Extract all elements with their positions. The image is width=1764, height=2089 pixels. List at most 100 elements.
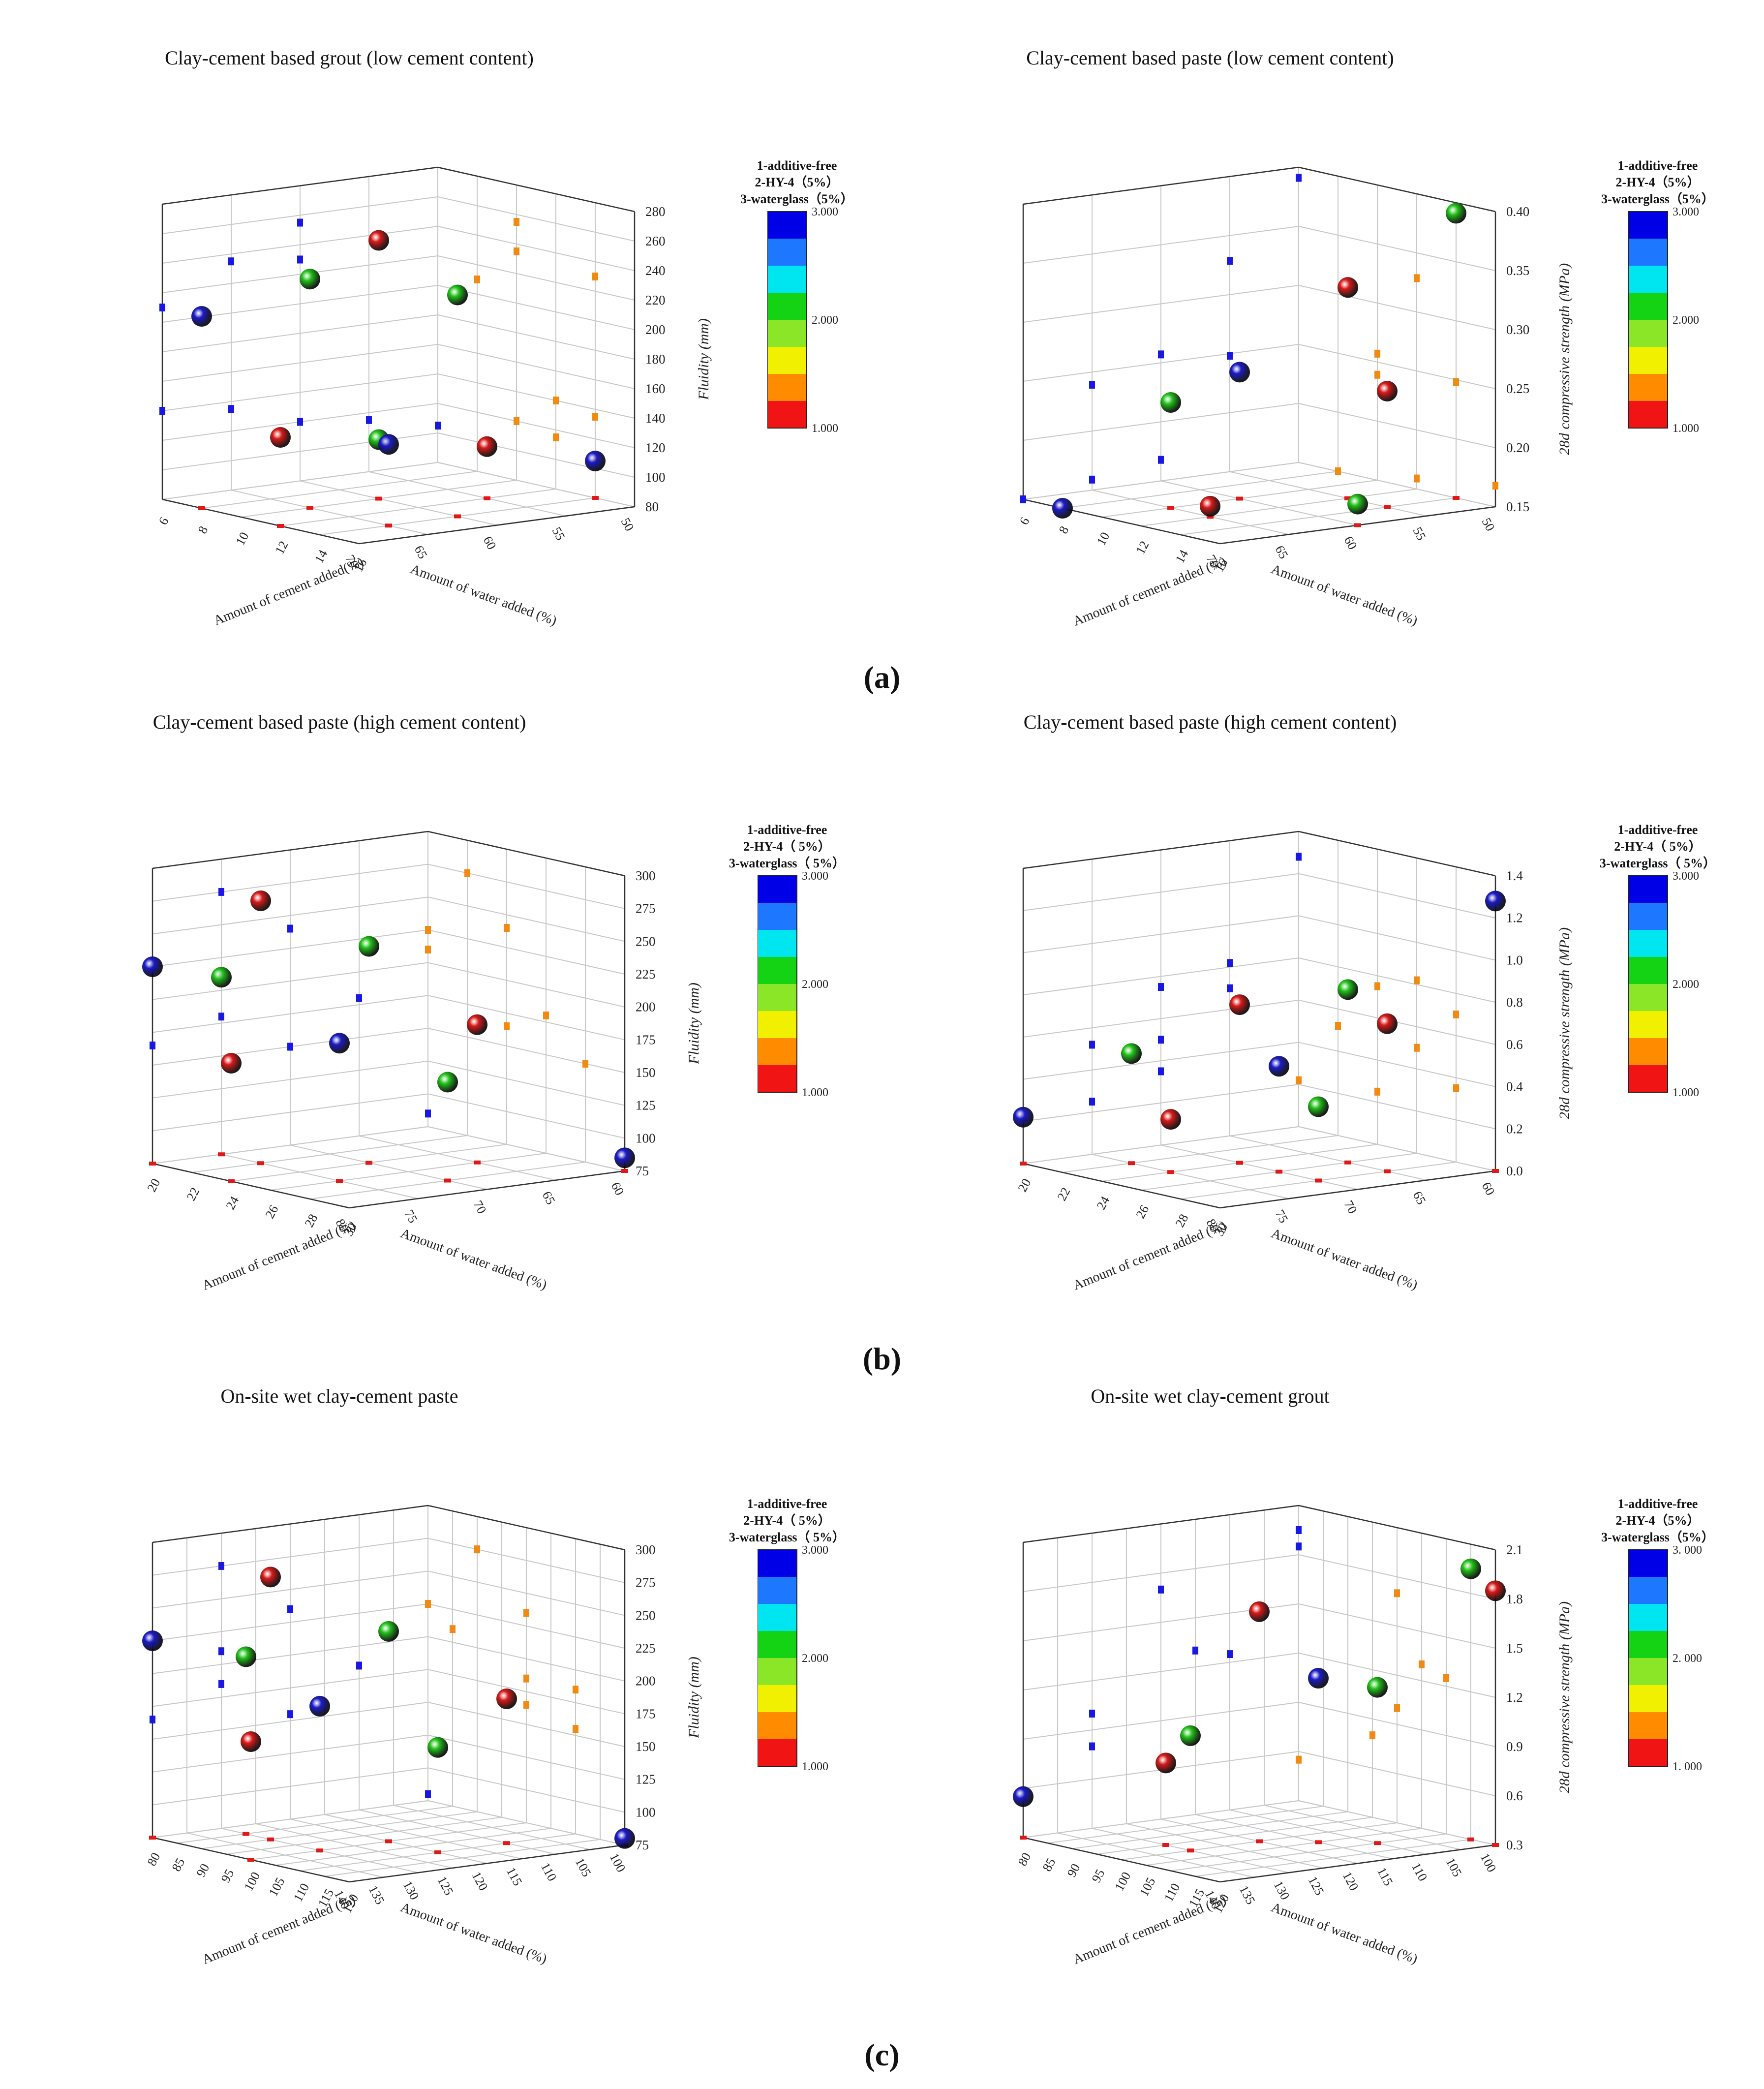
wall-grid-line: [427, 1028, 625, 1073]
z-tick-label: 2.1: [1506, 1542, 1523, 1557]
floor-projection-mark: [228, 1179, 235, 1183]
x-tick-label: 120: [1340, 1869, 1362, 1893]
x-axis-label: Amount of water added (%): [398, 1226, 549, 1293]
wall-grid-line: [437, 432, 635, 478]
legend-line-1: 1-additive-free: [1617, 158, 1698, 173]
xz-projection-mark: [287, 1710, 293, 1719]
wall-grid-line: [1023, 1042, 1299, 1080]
axis-line: [359, 506, 635, 545]
z-tick-label: 1.0: [1506, 952, 1523, 967]
floor-projection-mark: [1187, 1848, 1194, 1853]
floor-grid-line: [1229, 1135, 1427, 1181]
colorbar-segment: [767, 293, 807, 320]
wall-grid-line: [152, 995, 428, 1033]
axis-line: [1298, 1505, 1496, 1551]
wall-grid-line: [152, 1669, 428, 1707]
yz-projection-mark: [425, 946, 431, 953]
legend-line-2: 2-HY-4（5%）: [1615, 1513, 1700, 1528]
colorbar: 3. 000 2. 000 1. 000: [1628, 1545, 1702, 1773]
wall-grid-line: [427, 1702, 625, 1747]
y-tick-label: 8: [195, 523, 211, 536]
floor-projection-mark: [1492, 1169, 1499, 1173]
z-tick-label: 160: [645, 381, 666, 396]
colorbar-segment: [758, 1631, 797, 1659]
yz-projection-mark: [553, 433, 559, 441]
xz-projection-mark: [1296, 174, 1302, 182]
xz-projection-mark: [1158, 456, 1164, 464]
wall-grid-line: [152, 1570, 428, 1609]
z-tick-label: 150: [636, 1065, 656, 1080]
data-point-sphere: [270, 427, 291, 448]
legend-line-1: 1-additive-free: [747, 823, 827, 837]
x-tick-label: 110: [538, 1860, 559, 1883]
data-point-sphere: [211, 967, 232, 988]
wall-grid-line: [1023, 999, 1299, 1038]
legend-line-3: 3-waterglass（ 5%）: [729, 1530, 846, 1544]
data-points: [142, 1545, 635, 1862]
x-tick-label: 70: [471, 1198, 489, 1216]
data-point-sphere: [1229, 362, 1250, 383]
axes: [152, 1505, 626, 1883]
data-point-sphere: [378, 434, 399, 455]
panel-a-right: Clay-cement based paste (low cement cont…: [915, 39, 1732, 694]
colorbar-label: 3. 000: [1673, 1545, 1702, 1557]
z-tick-label: 180: [645, 352, 666, 367]
grid-lines: [152, 1505, 625, 1882]
colorbar-segment: [758, 930, 797, 957]
colorbar-segment: [758, 1685, 797, 1713]
wall-grid-line: [427, 995, 625, 1041]
wall-grid-line: [162, 226, 438, 264]
z-tick-label: 200: [636, 1674, 656, 1689]
floor-projection-mark: [1354, 523, 1361, 527]
x-tick-label: 50: [618, 516, 637, 534]
colorbar-segment: [758, 1658, 797, 1686]
xz-projection-mark: [228, 405, 234, 413]
axis-line: [437, 166, 635, 213]
wall-grid-line: [427, 1669, 625, 1715]
yz-projection-mark: [1414, 274, 1420, 282]
data-point-sphere: [427, 1737, 448, 1758]
z-tick-label: 0.3: [1506, 1838, 1523, 1852]
xz-projection-mark: [1158, 1067, 1164, 1075]
floor-projection-mark: [306, 506, 313, 510]
xz-projection-mark: [159, 407, 165, 415]
floor-projection-mark: [1167, 506, 1174, 510]
floor-grid-line: [177, 1806, 453, 1844]
yz-projection-mark: [543, 1012, 549, 1019]
legend: 1-additive-free 2-HY-4（5%） 3-waterglass（…: [733, 157, 861, 208]
x-tick-label: 135: [1237, 1883, 1258, 1907]
xz-projection-mark: [366, 416, 372, 424]
xz-projection-mark: [297, 418, 303, 426]
y-tick-label: 6: [156, 515, 172, 527]
data-point-sphere: [1446, 203, 1466, 224]
legend: 1-additive-free 2-HY-4（ 5%） 3-waterglass…: [723, 1496, 851, 1546]
x-axis-label: Amount of water added (%): [1269, 1226, 1420, 1293]
x-tick-label: 65: [412, 543, 430, 561]
floor-projection-mark: [621, 1169, 628, 1173]
legend-line-2: 2-HY-4（5%）: [755, 175, 839, 189]
y-tick-label: 28: [1173, 1212, 1191, 1230]
wall-grid-line: [427, 1734, 625, 1780]
xz-projection-mark: [287, 924, 293, 933]
y-tick-label: 28: [302, 1212, 321, 1230]
data-point-sphere: [1156, 1752, 1176, 1774]
colorbar-label: 1.000: [1673, 1086, 1699, 1099]
data-point-sphere: [142, 956, 163, 977]
floor-grid-line: [290, 1144, 487, 1190]
floor-projection-mark: [149, 1836, 156, 1840]
xz-projection-mark: [228, 257, 234, 266]
floor-grid-line: [300, 480, 497, 526]
z-tick-label: 260: [645, 234, 666, 248]
data-point-sphere: [614, 1828, 635, 1849]
z-tick-label: 100: [636, 1805, 656, 1819]
wall-grid-line: [1023, 462, 1299, 500]
colorbar-segment: [1628, 930, 1668, 957]
z-tick-label: 0.30: [1506, 322, 1529, 337]
data-point-sphere: [250, 890, 271, 911]
floor-projection-mark: [484, 496, 490, 500]
floor-grid-line: [1072, 1811, 1348, 1849]
